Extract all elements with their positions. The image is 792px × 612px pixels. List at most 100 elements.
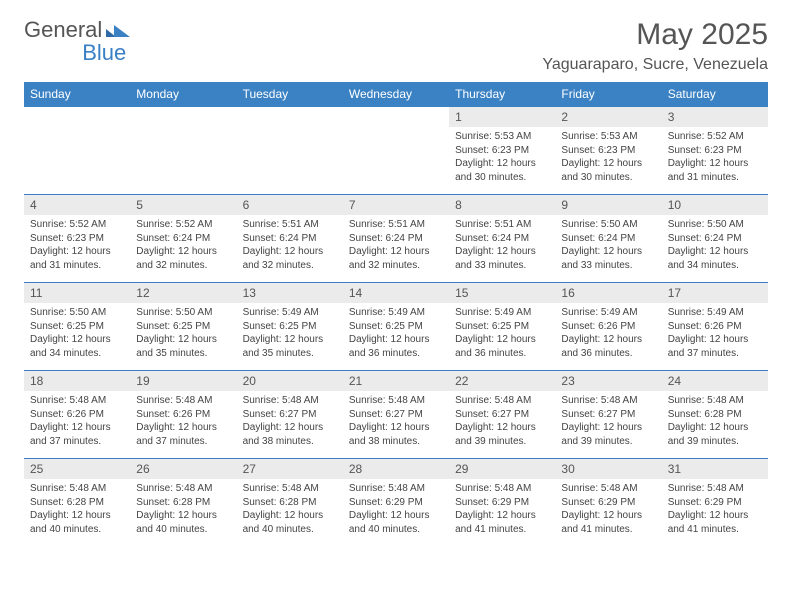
daylight-text: Daylight: 12 hours and 38 minutes. [243, 421, 337, 448]
logo-text-1: General [24, 18, 102, 41]
dayname-friday: Friday [555, 82, 661, 107]
day-details: Sunrise: 5:48 AMSunset: 6:28 PMDaylight:… [24, 479, 130, 540]
day-number: 7 [343, 195, 449, 215]
sunset-text: Sunset: 6:25 PM [349, 320, 443, 334]
day-number: 15 [449, 283, 555, 303]
sunset-text: Sunset: 6:28 PM [668, 408, 762, 422]
calendar-row: 4Sunrise: 5:52 AMSunset: 6:23 PMDaylight… [24, 195, 768, 283]
sunset-text: Sunset: 6:29 PM [455, 496, 549, 510]
sunset-text: Sunset: 6:27 PM [243, 408, 337, 422]
day-details: Sunrise: 5:48 AMSunset: 6:29 PMDaylight:… [555, 479, 661, 540]
calendar-cell: 15Sunrise: 5:49 AMSunset: 6:25 PMDayligh… [449, 283, 555, 371]
calendar-table: Sunday Monday Tuesday Wednesday Thursday… [24, 82, 768, 547]
sunrise-text: Sunrise: 5:48 AM [243, 394, 337, 408]
calendar-cell: 8Sunrise: 5:51 AMSunset: 6:24 PMDaylight… [449, 195, 555, 283]
calendar-cell [130, 107, 236, 195]
calendar-cell: 20 Sunrise: 5:48 AMSunset: 6:27 PMDayligh… [237, 371, 343, 459]
calendar-cell: 13Sunrise: 5:49 AMSunset: 6:25 PMDayligh… [237, 283, 343, 371]
sunrise-text: Sunrise: 5:48 AM [243, 482, 337, 496]
daylight-text: Daylight: 12 hours and 31 minutes. [30, 245, 124, 272]
day-number: 9 [555, 195, 661, 215]
sunset-text: Sunset: 6:25 PM [455, 320, 549, 334]
sunset-text: Sunset: 6:28 PM [243, 496, 337, 510]
calendar-row: 11Sunrise: 5:50 AMSunset: 6:25 PMDayligh… [24, 283, 768, 371]
dayname-tuesday: Tuesday [237, 82, 343, 107]
dayname-thursday: Thursday [449, 82, 555, 107]
day-details: Sunrise: 5:48 AMSunset: 6:26 PMDaylight:… [24, 391, 130, 452]
day-number: 28 [343, 459, 449, 479]
day-details: Sunrise: 5:50 AMSunset: 6:25 PMDaylight:… [24, 303, 130, 364]
calendar-body: 1Sunrise: 5:53 AMSunset: 6:23 PMDaylight… [24, 107, 768, 547]
sunset-text: Sunset: 6:25 PM [136, 320, 230, 334]
calendar-row: 25Sunrise: 5:48 AMSunset: 6:28 PMDayligh… [24, 459, 768, 547]
sunrise-text: Sunrise: 5:49 AM [243, 306, 337, 320]
calendar-cell: 1Sunrise: 5:53 AMSunset: 6:23 PMDaylight… [449, 107, 555, 195]
day-details: Sunrise: 5:48 AMSunset: 6:29 PMDaylight:… [449, 479, 555, 540]
sunrise-text: Sunrise: 5:50 AM [30, 306, 124, 320]
sunrise-text: Sunrise: 5:48 AM [136, 394, 230, 408]
sunset-text: Sunset: 6:26 PM [136, 408, 230, 422]
day-details: Sunrise: 5:52 AMSunset: 6:23 PMDaylight:… [24, 215, 130, 276]
daylight-text: Daylight: 12 hours and 33 minutes. [561, 245, 655, 272]
sunrise-text: Sunrise: 5:49 AM [668, 306, 762, 320]
daylight-text: Daylight: 12 hours and 40 minutes. [136, 509, 230, 536]
calendar-cell: 11Sunrise: 5:50 AMSunset: 6:25 PMDayligh… [24, 283, 130, 371]
sunrise-text: Sunrise: 5:48 AM [349, 394, 443, 408]
sunset-text: Sunset: 6:24 PM [455, 232, 549, 246]
day-number: 29 [449, 459, 555, 479]
calendar-cell: 5Sunrise: 5:52 AMSunset: 6:24 PMDaylight… [130, 195, 236, 283]
sunset-text: Sunset: 6:26 PM [668, 320, 762, 334]
sunrise-text: Sunrise: 5:49 AM [561, 306, 655, 320]
dayname-sunday: Sunday [24, 82, 130, 107]
day-details: Sunrise: 5:48 AMSunset: 6:28 PMDaylight:… [130, 479, 236, 540]
logo-text-2: Blue [82, 40, 126, 65]
day-number: 24 [662, 371, 768, 391]
daylight-text: Daylight: 12 hours and 34 minutes. [668, 245, 762, 272]
sunset-text: Sunset: 6:24 PM [136, 232, 230, 246]
daylight-text: Daylight: 12 hours and 30 minutes. [455, 157, 549, 184]
sunset-text: Sunset: 6:23 PM [668, 144, 762, 158]
daylight-text: Daylight: 12 hours and 40 minutes. [30, 509, 124, 536]
day-details: Sunrise: 5:49 AMSunset: 6:25 PMDaylight:… [343, 303, 449, 364]
day-details: Sunrise: 5:49 AMSunset: 6:25 PMDaylight:… [237, 303, 343, 364]
sunrise-text: Sunrise: 5:52 AM [668, 130, 762, 144]
day-number: 21 [343, 371, 449, 391]
day-details: Sunrise: 5:53 AMSunset: 6:23 PMDaylight:… [555, 127, 661, 188]
calendar-header-row: Sunday Monday Tuesday Wednesday Thursday… [24, 82, 768, 107]
day-number: 23 [555, 371, 661, 391]
calendar-cell: 22Sunrise: 5:48 AMSunset: 6:27 PMDayligh… [449, 371, 555, 459]
logo: GeneralBlue [24, 18, 130, 64]
calendar-cell: 9Sunrise: 5:50 AMSunset: 6:24 PMDaylight… [555, 195, 661, 283]
daylight-text: Daylight: 12 hours and 36 minutes. [455, 333, 549, 360]
calendar-cell: 21Sunrise: 5:48 AMSunset: 6:27 PMDayligh… [343, 371, 449, 459]
calendar-row: 18Sunrise: 5:48 AMSunset: 6:26 PMDayligh… [24, 371, 768, 459]
sunset-text: Sunset: 6:23 PM [455, 144, 549, 158]
dayname-saturday: Saturday [662, 82, 768, 107]
sunset-text: Sunset: 6:29 PM [668, 496, 762, 510]
calendar-cell [24, 107, 130, 195]
sunrise-text: Sunrise: 5:53 AM [561, 130, 655, 144]
sunrise-text: Sunrise: 5:48 AM [561, 394, 655, 408]
calendar-cell: 6Sunrise: 5:51 AMSunset: 6:24 PMDaylight… [237, 195, 343, 283]
daylight-text: Daylight: 12 hours and 41 minutes. [561, 509, 655, 536]
day-number: 10 [662, 195, 768, 215]
sunset-text: Sunset: 6:26 PM [561, 320, 655, 334]
sunset-text: Sunset: 6:23 PM [30, 232, 124, 246]
calendar-cell: 12Sunrise: 5:50 AMSunset: 6:25 PMDayligh… [130, 283, 236, 371]
sunrise-text: Sunrise: 5:48 AM [455, 482, 549, 496]
sunset-text: Sunset: 6:25 PM [30, 320, 124, 334]
calendar-cell: 18Sunrise: 5:48 AMSunset: 6:26 PMDayligh… [24, 371, 130, 459]
daylight-text: Daylight: 12 hours and 32 minutes. [136, 245, 230, 272]
sunrise-text: Sunrise: 5:51 AM [455, 218, 549, 232]
day-number: 20 [237, 371, 343, 391]
calendar-cell: 27Sunrise: 5:48 AMSunset: 6:28 PMDayligh… [237, 459, 343, 547]
sunset-text: Sunset: 6:29 PM [561, 496, 655, 510]
calendar-cell: 25Sunrise: 5:48 AMSunset: 6:28 PMDayligh… [24, 459, 130, 547]
day-number: 26 [130, 459, 236, 479]
calendar-cell: 30Sunrise: 5:48 AMSunset: 6:29 PMDayligh… [555, 459, 661, 547]
calendar-cell: 23Sunrise: 5:48 AMSunset: 6:27 PMDayligh… [555, 371, 661, 459]
day-number: 6 [237, 195, 343, 215]
sunrise-text: Sunrise: 5:50 AM [561, 218, 655, 232]
daylight-text: Daylight: 12 hours and 37 minutes. [136, 421, 230, 448]
day-details: Sunrise: 5:49 AMSunset: 6:26 PMDaylight:… [662, 303, 768, 364]
